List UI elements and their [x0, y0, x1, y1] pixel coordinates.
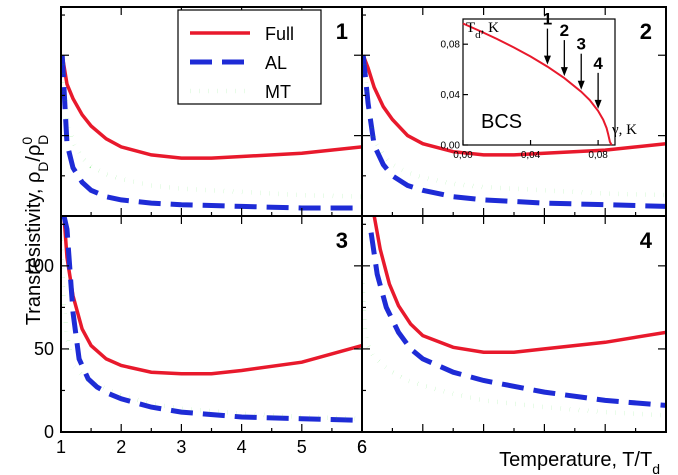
x-tick-label: 1	[56, 437, 66, 457]
x-tick-label: 4	[237, 437, 247, 457]
panel-3-series-full	[62, 216, 362, 376]
frame-panel-4	[361, 215, 667, 433]
x-axis-title-main: Temperature, T/T	[499, 449, 652, 471]
legend-label-full: Full	[265, 24, 294, 44]
x-tick-label: 2	[116, 437, 126, 457]
x-axis-title: Temperature, T/Td	[499, 449, 660, 475]
y-tick-label: 100	[24, 256, 54, 276]
inset-arrow-label-3: 3	[576, 35, 585, 54]
y-axis-title-main: Transresistivity, ρ	[23, 172, 45, 326]
inset-x-label: γ, K	[611, 122, 637, 138]
panel-2-label: 2	[640, 19, 652, 44]
inset-y-tick-label: 0,08	[441, 40, 461, 51]
inset-x-tick-label: 0,04	[521, 150, 541, 161]
legend: Full AL MT	[177, 9, 322, 105]
y-axis-title-sup: 0	[19, 137, 35, 145]
y-tick-label: 50	[34, 339, 54, 359]
panel-2: 2	[361, 7, 667, 217]
panel-4-series-mt	[362, 274, 666, 418]
inset-title: BCS	[481, 111, 522, 133]
y-axis-title-sub1: D	[35, 162, 51, 172]
inset-x-tick-label: 0,08	[588, 150, 608, 161]
panel-4-label: 4	[640, 228, 653, 253]
inset-bcs-curve	[462, 22, 613, 146]
inset-y-tick-label: 0,00	[441, 141, 461, 152]
y-axis-title: Transresistivity, ρD/ρ0D	[19, 135, 51, 326]
panel-3: 3	[60, 216, 363, 433]
x-tick-label: 6	[357, 437, 367, 457]
panel-4-series-full	[372, 216, 666, 354]
x-tick-labels: 1 2 3 4 5 66	[56, 437, 367, 457]
inset-arrow-label-4: 4	[593, 54, 603, 73]
panel-3-series-mt	[61, 240, 362, 421]
panel-2-series-full	[362, 54, 666, 157]
panel-1-series-full	[61, 54, 362, 160]
inset-y-label: Td, K	[466, 20, 499, 41]
inset-arrow-label-1: 1	[543, 10, 552, 29]
y-tick-labels: 0 50 100	[24, 256, 54, 442]
x-tick-label: 3	[176, 437, 186, 457]
y-axis-title-mid: /ρ	[23, 145, 45, 162]
panel-2-series-al	[362, 54, 666, 209]
inset-arrow-3: 3	[576, 35, 586, 90]
x-tick-label: 5	[297, 437, 307, 457]
panel-1-series-al	[61, 55, 362, 211]
inset-arrow-2: 2	[560, 21, 569, 77]
inset-x-tick-label: 0,00	[453, 150, 473, 161]
inset-arrow-1: 1	[543, 10, 552, 65]
panel-4-series-al	[368, 232, 666, 408]
legend-label-mt: MT	[265, 82, 291, 102]
x-axis-title-sub: d	[652, 461, 660, 475]
y-tick-label: 0	[44, 422, 54, 442]
inset-frame	[462, 18, 616, 146]
frame-panel-3	[60, 215, 363, 433]
legend-box	[177, 9, 322, 105]
panel-1-label: 1	[336, 19, 348, 44]
x-tick-label: 6	[357, 437, 367, 457]
inset-arrow-4: 4	[593, 54, 603, 109]
inset-y-tick-label: 0,04	[441, 90, 461, 101]
panel-3-label: 3	[336, 228, 348, 253]
legend-label-al: AL	[265, 53, 287, 73]
panel-3-series-al	[61, 216, 362, 423]
y-axis-title-sub2: D	[35, 135, 51, 145]
inset-arrow-label-2: 2	[560, 21, 569, 40]
panel-4: 4	[361, 216, 667, 433]
